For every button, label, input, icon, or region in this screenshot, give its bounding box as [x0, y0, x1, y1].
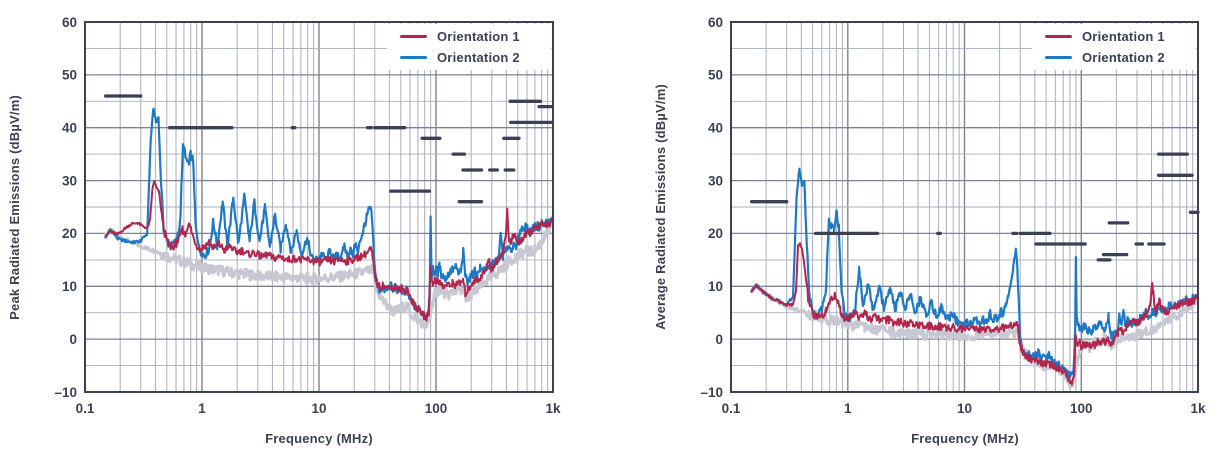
- y-tick-label: 30: [62, 173, 77, 188]
- traces: [750, 167, 1198, 390]
- y-tick-label: 0: [69, 332, 77, 347]
- y-tick-label: –10: [54, 385, 77, 400]
- traces: [104, 107, 553, 329]
- x-axis-title-right: Frequency (MHz): [911, 431, 1019, 446]
- plot-border: [730, 21, 1199, 393]
- y-tick-label: 0: [715, 332, 723, 347]
- trace-noise-floor: [104, 221, 553, 329]
- legend-row-orientation-2: Orientation 2: [1032, 49, 1196, 67]
- legend-peak-chart: Orientation 1 Orientation 2: [387, 24, 551, 70]
- x-tick-label: 1k: [1190, 401, 1206, 416]
- trace-orientation-2: [750, 167, 1198, 380]
- limit-segments: [103, 94, 553, 204]
- legend-label-orientation-1: Orientation 1: [437, 29, 520, 44]
- legend-row-orientation-1: Orientation 1: [1032, 28, 1196, 46]
- y-tick-label: 20: [62, 226, 77, 241]
- y-tick-label: 60: [62, 15, 77, 30]
- y-tick-label: –10: [700, 385, 723, 400]
- y-tick-label: 60: [708, 15, 723, 30]
- y-tick-label: 10: [708, 279, 723, 294]
- orientation-1-line-swatch: [400, 34, 427, 39]
- x-tick-label: 100: [425, 401, 448, 416]
- x-tick-label: 10: [311, 401, 326, 416]
- limit-segments: [749, 152, 1200, 262]
- x-tick-label: 10: [957, 401, 972, 416]
- x-tick-label: 1: [198, 401, 206, 416]
- y-axis-title-average: Average Radiated Emissions (dBµV/m): [650, 22, 670, 392]
- orientation-2-line-swatch: [400, 55, 427, 60]
- y-axis-title-average-text: Average Radiated Emissions (dBµV/m): [652, 84, 668, 330]
- legend-average-chart: Orientation 1 Orientation 2: [1032, 24, 1196, 70]
- orientation-2-line-swatch: [1045, 55, 1072, 60]
- y-tick-label: 40: [708, 121, 723, 136]
- plot-border: [84, 21, 554, 393]
- legend-row-orientation-2: Orientation 2: [387, 49, 551, 67]
- y-tick-label: 10: [62, 279, 77, 294]
- y-tick-label: 20: [708, 226, 723, 241]
- x-tick-label: 1k: [545, 401, 561, 416]
- y-axis-title-peak: Peak Radiated Emissions (dBµV/m): [4, 22, 24, 392]
- legend-row-orientation-1: Orientation 1: [387, 28, 551, 46]
- x-tick-label: 1: [844, 401, 852, 416]
- x-tick-label: 100: [1070, 401, 1093, 416]
- y-axis-title-peak-text: Peak Radiated Emissions (dBµV/m): [6, 94, 22, 320]
- x-tick-label: 0.1: [722, 401, 741, 416]
- y-tick-label: 30: [708, 173, 723, 188]
- x-tick-label: 0.1: [76, 401, 95, 416]
- y-tick-label: 50: [708, 68, 723, 83]
- legend-label-orientation-2: Orientation 2: [1082, 50, 1165, 65]
- trace-orientation-1: [104, 180, 553, 322]
- legend-label-orientation-2: Orientation 2: [437, 50, 520, 65]
- y-tick-label: 50: [62, 68, 77, 83]
- trace-orientation-1: [750, 242, 1198, 386]
- orientation-1-line-swatch: [1045, 34, 1072, 39]
- trace-noise-floor: [750, 284, 1198, 390]
- grid: [84, 21, 554, 393]
- y-tick-label: 40: [62, 121, 77, 136]
- x-axis-title-left: Frequency (MHz): [265, 431, 373, 446]
- legend-label-orientation-1: Orientation 1: [1082, 29, 1165, 44]
